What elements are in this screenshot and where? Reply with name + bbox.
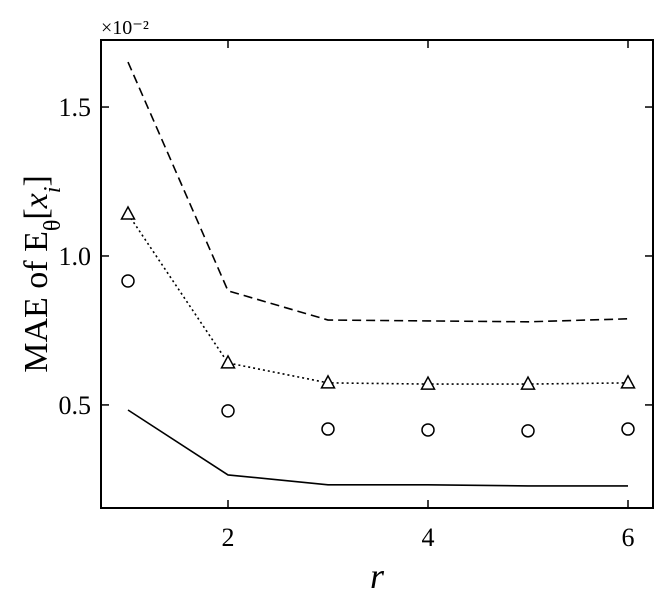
y-axis-label-part: MAE of E bbox=[18, 231, 55, 373]
plot-frame bbox=[100, 39, 654, 509]
x-tick-label: 6 bbox=[622, 523, 635, 552]
x-tick-label: 4 bbox=[422, 523, 435, 552]
series-line bbox=[127, 409, 628, 487]
series-line bbox=[127, 213, 629, 385]
circle-marker bbox=[521, 424, 535, 438]
triangle-marker bbox=[120, 205, 136, 220]
axis-multiplier: ×10⁻² bbox=[101, 17, 149, 39]
y-axis-label-part: [ bbox=[18, 208, 55, 219]
y-axis-label-part: i bbox=[40, 187, 66, 194]
y-tick-label: 1.0 bbox=[59, 242, 92, 271]
y-tick-label: 0.5 bbox=[59, 391, 92, 420]
x-tick-label: 2 bbox=[222, 523, 235, 552]
y-axis-label-part: x bbox=[18, 193, 55, 209]
circle-marker bbox=[221, 404, 235, 418]
triangle-marker bbox=[420, 375, 436, 390]
y-axis-label: MAE of Eθ[xi] bbox=[18, 175, 66, 373]
circle-marker bbox=[621, 422, 635, 436]
y-axis-label-part: θ bbox=[40, 220, 66, 232]
circle-marker bbox=[121, 274, 135, 288]
triangle-marker bbox=[620, 374, 636, 389]
circle-marker bbox=[421, 423, 435, 437]
circle-marker bbox=[321, 422, 335, 436]
y-axis-label-part: ] bbox=[18, 175, 55, 186]
triangle-marker bbox=[220, 354, 236, 369]
series-line bbox=[127, 61, 629, 323]
triangle-marker bbox=[520, 375, 536, 390]
x-axis-label: r bbox=[370, 556, 385, 596]
y-tick-label: 1.5 bbox=[59, 93, 92, 122]
triangle-marker bbox=[320, 374, 336, 389]
